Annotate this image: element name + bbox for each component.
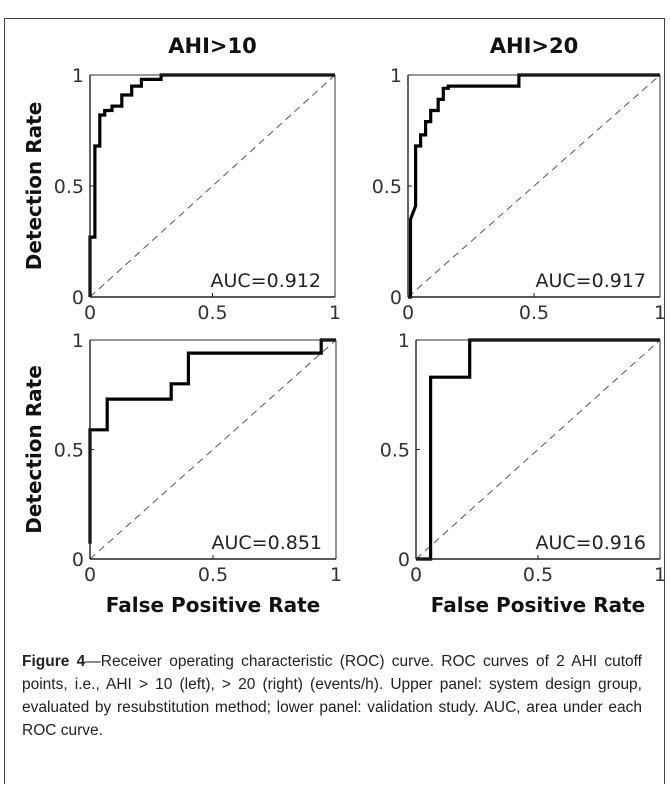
- y-tick-label: 0.5: [380, 440, 410, 462]
- y-tick-label: 0.5: [372, 176, 402, 198]
- panel-title: AHI>10: [168, 34, 256, 58]
- x-tick-label: 1: [330, 564, 342, 586]
- roc-panel-1: 0 0.5 1 0 0.5 1 AUC=0.912 AHI>10 Detection Rate: [22, 34, 341, 324]
- auc-annotation: AUC=0.917: [536, 270, 646, 292]
- roc-panel-2: 0 0.5 1 0 0.5 1 AUC=0.917 AHI>20: [372, 34, 666, 324]
- chance-diagonal: [415, 339, 661, 560]
- chance-diagonal: [89, 339, 337, 560]
- auc-annotation: AUC=0.916: [536, 532, 646, 554]
- auc-annotation: AUC=0.851: [212, 532, 322, 554]
- y-tick-label: 0.5: [54, 440, 84, 462]
- y-tick-label: 0: [390, 287, 402, 309]
- y-tick-label: 1: [72, 65, 84, 87]
- x-tick-label: 1: [329, 302, 341, 324]
- x-tick-label: 1: [654, 564, 666, 586]
- figure-frame: [4, 18, 665, 784]
- auc-annotation: AUC=0.912: [211, 270, 321, 292]
- x-tick-label: 0: [410, 564, 422, 586]
- caption-text: —Receiver operating characteristic (ROC)…: [22, 653, 642, 739]
- x-tick-label: 0.5: [197, 302, 227, 324]
- x-tick-label: 0.5: [519, 302, 549, 324]
- chance-diagonal: [407, 74, 661, 298]
- x-axis-label: False Positive Rate: [431, 593, 645, 617]
- y-axis-label: Detection Rate: [22, 365, 46, 534]
- figure-caption: Figure 4—Receiver operating characterist…: [22, 650, 642, 742]
- x-tick-label: 0: [84, 564, 96, 586]
- panel-title: AHI>20: [490, 34, 578, 58]
- y-axis-label: Detection Rate: [22, 102, 46, 271]
- x-tick-label: 0: [402, 302, 414, 324]
- roc-curve: [88, 73, 335, 297]
- y-tick-label: 1: [72, 330, 84, 352]
- chance-diagonal: [89, 74, 336, 298]
- x-tick-label: 0.5: [523, 564, 553, 586]
- y-tick-label: 1: [390, 65, 402, 87]
- roc-curve: [408, 73, 660, 299]
- y-tick-label: 0: [72, 549, 84, 571]
- roc-panel-4: 0 0.5 1 0 0.5 1 AUC=0.916 False Positive Rate: [380, 330, 666, 617]
- y-tick-label: 0.5: [54, 176, 84, 198]
- y-tick-label: 0: [72, 287, 84, 309]
- y-tick-label: 1: [398, 330, 410, 352]
- x-tick-label: 0.5: [198, 564, 228, 586]
- roc-panel-3: 0 0.5 1 0 0.5 1 AUC=0.851 False Positive Rate De…: [22, 330, 342, 617]
- y-tick-label: 0: [398, 549, 410, 571]
- x-axis-label: False Positive Rate: [106, 593, 320, 617]
- x-tick-label: 1: [654, 302, 666, 324]
- roc-curve: [88, 338, 336, 544]
- caption-label: Figure 4: [22, 653, 86, 670]
- x-tick-label: 0: [84, 302, 96, 324]
